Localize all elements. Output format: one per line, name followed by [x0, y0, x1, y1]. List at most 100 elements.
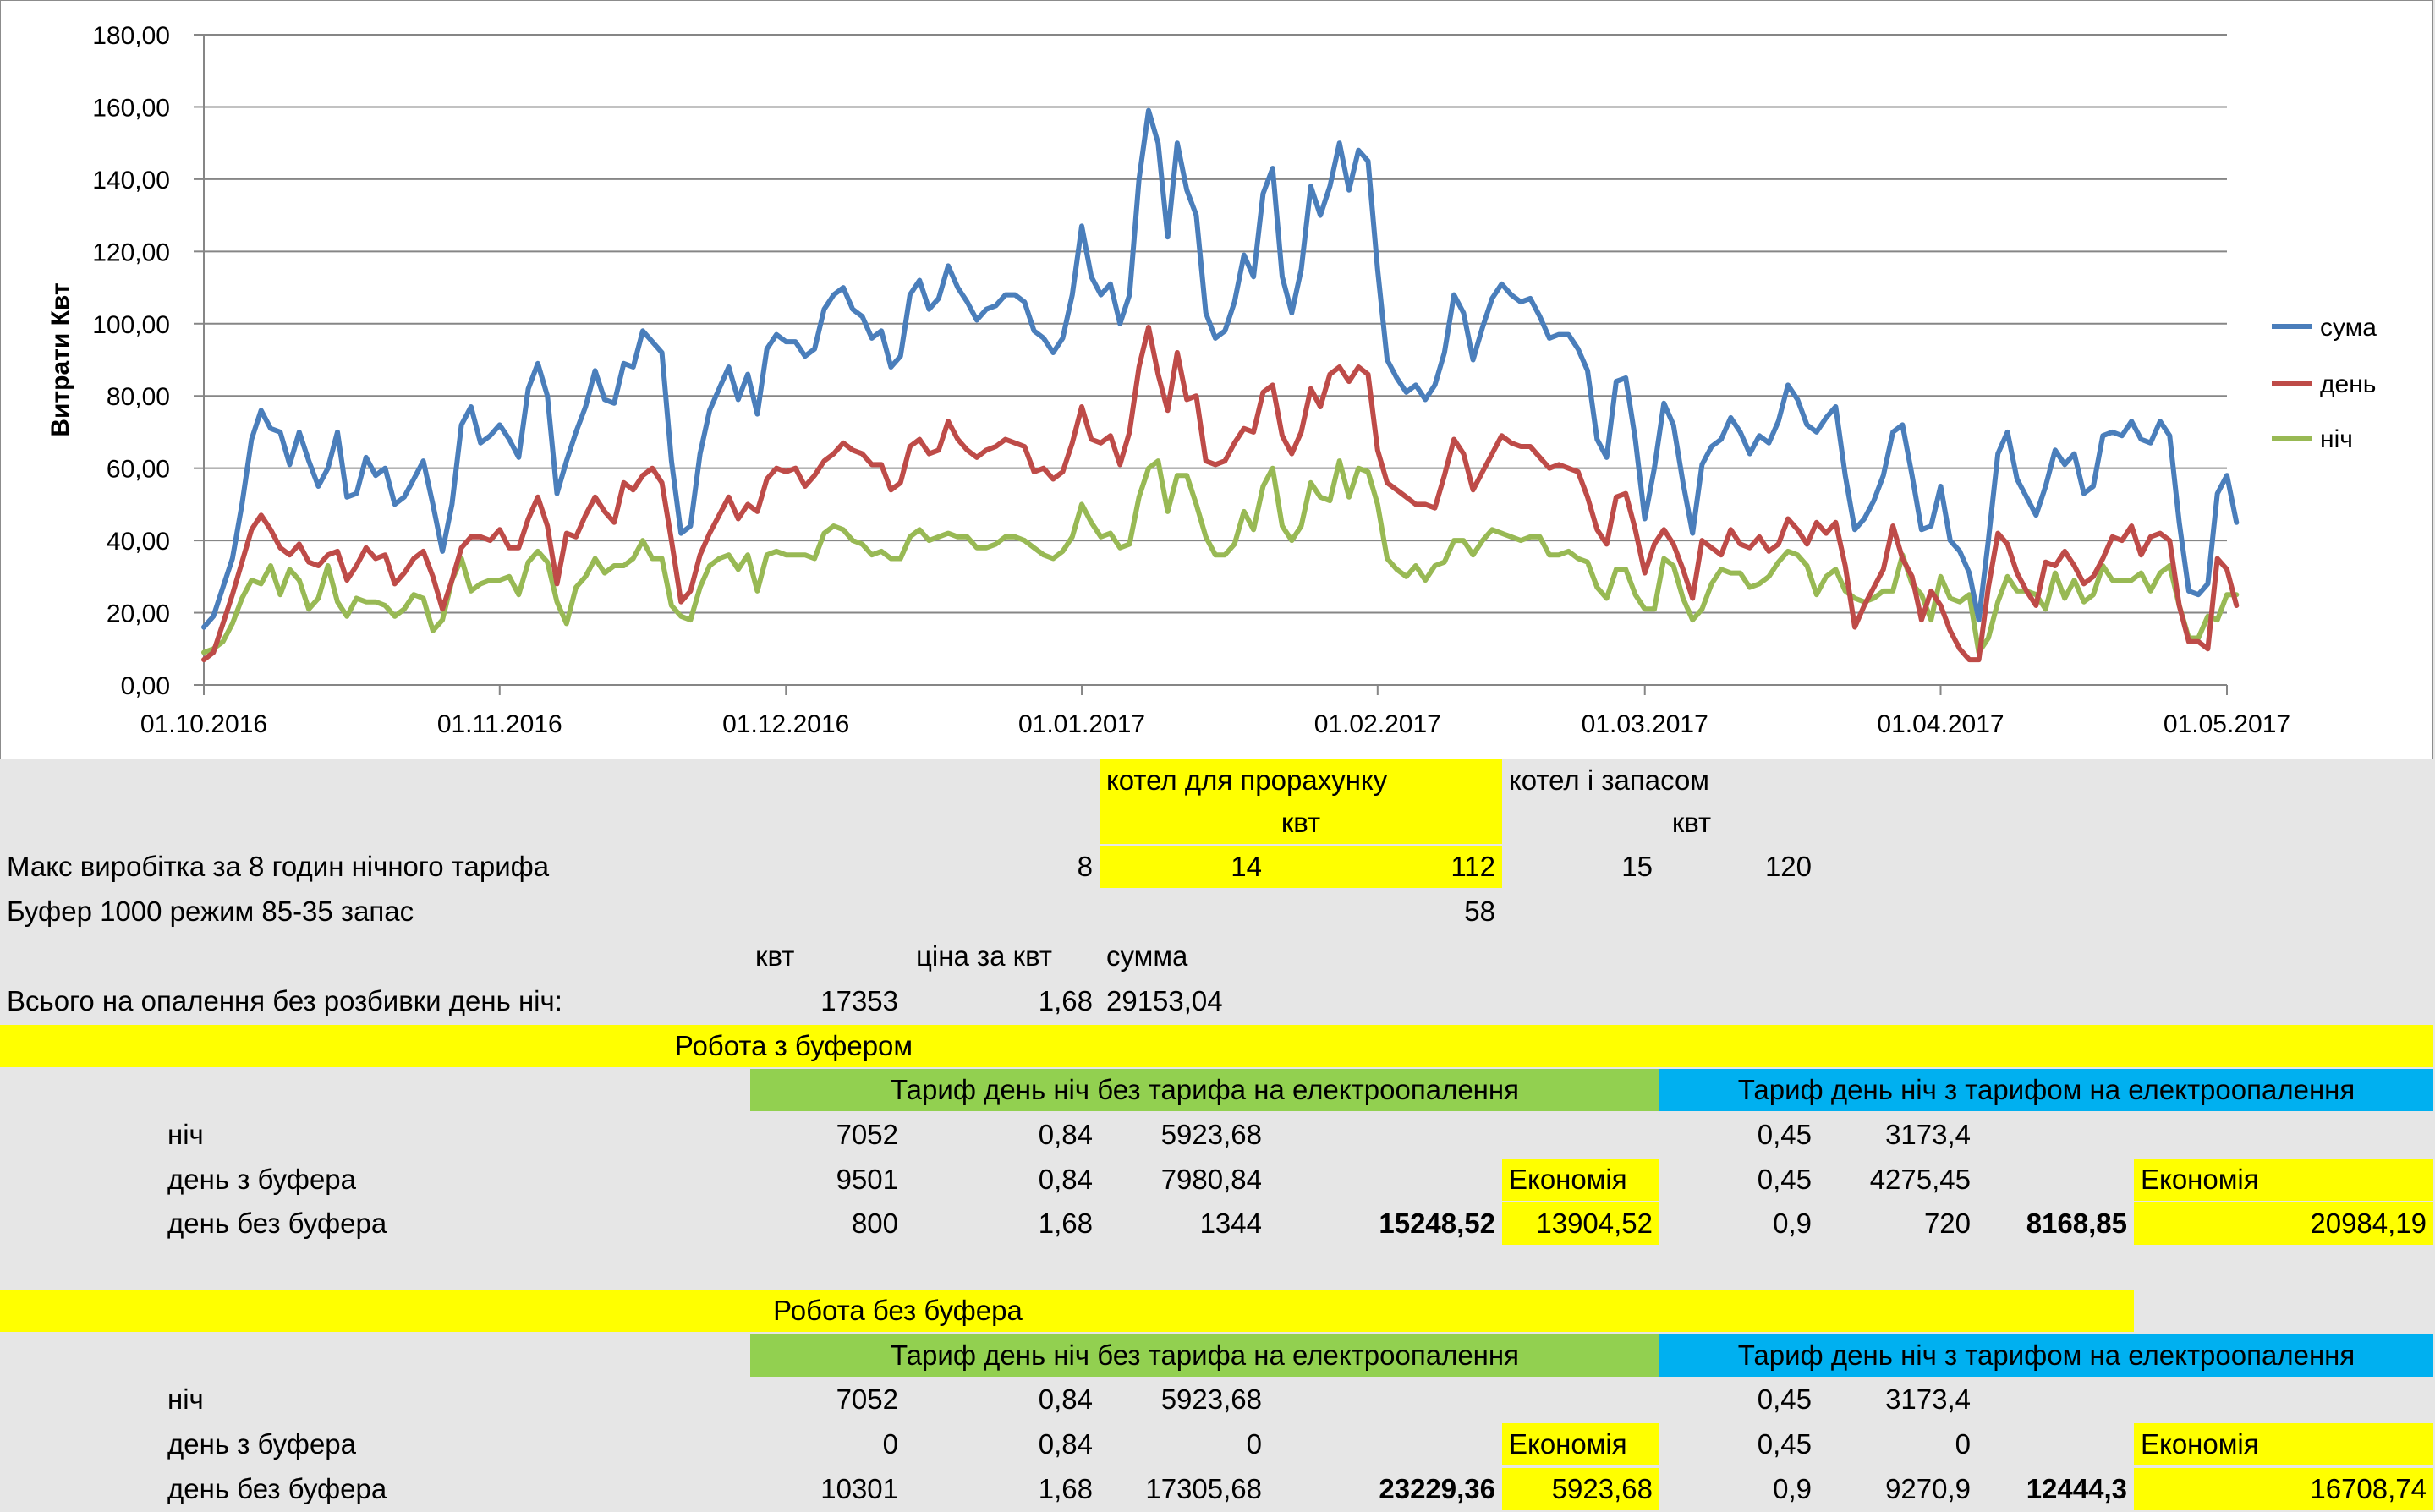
max-row-kotel-kvt[interactable]: 14 [1100, 846, 1269, 888]
with-buffer-row-1-econ-b[interactable]: Економія [2134, 1159, 2433, 1201]
without-buffer-row-1-price[interactable]: 0,84 [1038, 1428, 1093, 1460]
series-line-1 [201, 325, 2240, 663]
with-buffer-row-2-price[interactable]: 1,68 [1038, 1208, 1093, 1239]
with-buffer-row-2-price-b[interactable]: 0,9 [1773, 1208, 1812, 1239]
with-buffer-row-0-label[interactable]: ніч [167, 1119, 204, 1150]
with-buffer-row-2-econ-a[interactable]: 13904,52 [1502, 1202, 1659, 1245]
y-tick-label: 20,00 [107, 600, 170, 628]
with-buffer-tariff-b[interactable]: Тариф день ніч з тарифом на електроопале… [1659, 1069, 2433, 1111]
x-tick-label: 01.01.2017 [1018, 710, 1145, 738]
without-buffer-row-2-price-b[interactable]: 0,9 [1773, 1473, 1812, 1504]
without-buffer-row-0-sum[interactable]: 5923,68 [1160, 1383, 1262, 1415]
y-tick-label: 100,00 [92, 311, 170, 339]
with-buffer-row-0-price[interactable]: 0,84 [1038, 1119, 1093, 1150]
without-buffer-row-1-label[interactable]: день з буфера [167, 1428, 357, 1460]
without-buffer-row-2-label[interactable]: день без буфера [167, 1473, 387, 1504]
with-buffer-row-0-econ-b[interactable] [2134, 1114, 2433, 1156]
without-buffer-row-1-price-b[interactable]: 0,45 [1757, 1428, 1812, 1460]
y-tick-label: 40,00 [107, 528, 170, 556]
total-row-sum[interactable]: 29153,04 [1106, 985, 1223, 1016]
with-buffer-row-1-sum-b[interactable]: 4275,45 [1869, 1164, 1971, 1195]
series-line-2 [201, 458, 2240, 655]
with-buffer-row-1-price-b[interactable]: 0,45 [1757, 1164, 1812, 1195]
without-buffer-row-0-econ-a[interactable] [1502, 1378, 1659, 1421]
header-kvt-reserve[interactable]: квт [1671, 807, 1712, 838]
without-buffer-row-1-sum[interactable]: 0 [1246, 1428, 1262, 1460]
without-buffer-tariff-b[interactable]: Тариф день ніч з тарифом на електроопале… [1659, 1334, 2433, 1377]
without-buffer-row-1-total[interactable] [1269, 1423, 1502, 1465]
with-buffer-tariff-a[interactable]: Тариф день ніч без тарифа на електроопал… [750, 1069, 1659, 1111]
with-buffer-row-0-econ-a[interactable] [1502, 1114, 1659, 1156]
with-buffer-row-1-label[interactable]: день з буфера [167, 1164, 357, 1195]
col-head-sum[interactable]: сумма [1106, 940, 1188, 972]
without-buffer-row-0-price[interactable]: 0,84 [1038, 1383, 1093, 1415]
max-row-label[interactable]: Макс виробітка за 8 годин нічного тарифа [7, 851, 550, 882]
without-buffer-row-0-sum-b[interactable]: 3173,4 [1885, 1383, 1971, 1415]
without-buffer-row-2-econ-b[interactable]: 16708,74 [2134, 1468, 2433, 1510]
y-tick-label: 80,00 [107, 383, 170, 411]
without-buffer-row-1-total-b[interactable] [1977, 1423, 2134, 1465]
x-tick-label: 01.04.2017 [1877, 710, 2004, 738]
x-tick-label: 01.10.2016 [140, 710, 267, 738]
with-buffer-row-2-econ-b[interactable]: 20984,19 [2134, 1202, 2433, 1245]
total-row-kvt[interactable]: 17353 [820, 985, 898, 1016]
header-kotel-calc[interactable]: котел для прорахунку [1100, 759, 1502, 802]
without-buffer-row-2-econ-a[interactable]: 5923,68 [1502, 1468, 1659, 1510]
with-buffer-row-0-sum-b[interactable]: 3173,4 [1885, 1119, 1971, 1150]
total-row-label[interactable]: Всього на опалення без розбивки день ніч… [7, 985, 562, 1016]
without-buffer-row-0-kvt[interactable]: 7052 [836, 1383, 898, 1415]
total-row-price[interactable]: 1,68 [1038, 985, 1093, 1016]
with-buffer-row-1-total-b[interactable] [1977, 1159, 2134, 1201]
y-tick-label: 140,00 [92, 167, 170, 194]
max-row-reserve-kvt[interactable]: 15 [1621, 851, 1653, 882]
col-head-price[interactable]: ціна за квт [916, 940, 1052, 972]
buffer-row-value[interactable]: 58 [1464, 896, 1495, 927]
without-buffer-row-2-price[interactable]: 1,68 [1038, 1473, 1093, 1504]
without-buffer-row-1-econ-b[interactable]: Економія [2134, 1423, 2433, 1465]
x-tick-label: 01.12.2016 [722, 710, 849, 738]
without-buffer-tariff-a[interactable]: Тариф день ніч без тарифа на електроопал… [750, 1334, 1659, 1377]
y-tick-label: 120,00 [92, 238, 170, 266]
max-row-hours[interactable]: 8 [1077, 851, 1093, 882]
with-buffer-row-2-sum[interactable]: 1344 [1199, 1208, 1262, 1239]
max-row-reserve-total[interactable]: 120 [1764, 851, 1812, 882]
without-buffer-row-2-total[interactable]: 23229,36 [1379, 1473, 1495, 1504]
with-buffer-row-0-price-b[interactable]: 0,45 [1757, 1119, 1812, 1150]
x-tick-label: 01.05.2017 [2164, 710, 2290, 738]
with-buffer-row-1-sum[interactable]: 7980,84 [1160, 1164, 1262, 1195]
without-buffer-row-0-econ-b[interactable] [2134, 1378, 2433, 1421]
with-buffer-row-2-total-b[interactable]: 8168,85 [2026, 1208, 2127, 1239]
with-buffer-row-2-total[interactable]: 15248,52 [1379, 1208, 1495, 1239]
without-buffer-row-0-total[interactable] [1269, 1378, 1502, 1421]
header-kvt-calc[interactable]: квт [1100, 802, 1502, 844]
without-buffer-row-1-sum-b[interactable]: 0 [1955, 1428, 1971, 1460]
with-buffer-row-1-kvt[interactable]: 9501 [836, 1164, 898, 1195]
without-buffer-row-1-econ-a[interactable]: Економія [1502, 1423, 1659, 1465]
header-kotel-reserve[interactable]: котел і запасом [1509, 764, 1709, 796]
with-buffer-row-1-total[interactable] [1269, 1159, 1502, 1201]
with-buffer-row-2-label[interactable]: день без буфера [167, 1208, 387, 1239]
max-row-kotel-total[interactable]: 112 [1269, 846, 1502, 888]
without-buffer-row-0-total-b[interactable] [1977, 1378, 2134, 1421]
with-buffer-row-0-total-b[interactable] [1977, 1114, 2134, 1156]
without-buffer-row-2-kvt[interactable]: 10301 [820, 1473, 898, 1504]
with-buffer-row-0-kvt[interactable]: 7052 [836, 1119, 898, 1150]
without-buffer-row-2-sum-b[interactable]: 9270,9 [1885, 1473, 1971, 1504]
without-buffer-row-1-kvt[interactable]: 0 [882, 1428, 898, 1460]
buffer-row-label[interactable]: Буфер 1000 режим 85-35 запас [7, 896, 414, 927]
with-buffer-row-1-price[interactable]: 0,84 [1038, 1164, 1093, 1195]
without-buffer-row-0-price-b[interactable]: 0,45 [1757, 1383, 1812, 1415]
with-buffer-row-2-sum-b[interactable]: 720 [1923, 1208, 1971, 1239]
without-buffer-row-2-total-b[interactable]: 12444,3 [2026, 1473, 2127, 1504]
line-chart[interactable]: 0,00 20,00 40,00 60,00 80,00 100,00 120,00 140,… [0, 0, 2433, 759]
legend-label-0: сума [2320, 314, 2377, 342]
with-buffer-row-0-total[interactable] [1269, 1114, 1502, 1156]
without-buffer-row-0-label[interactable]: ніч [167, 1383, 204, 1415]
with-buffer-row-1-econ-a[interactable]: Економія [1502, 1159, 1659, 1201]
col-head-kvt[interactable]: квт [755, 940, 795, 972]
with-buffer-row-0-sum[interactable]: 5923,68 [1160, 1119, 1262, 1150]
section-without-buffer-title[interactable]: Робота без буфера [0, 1290, 2134, 1332]
section-with-buffer-title[interactable]: Робота з буфером [0, 1025, 2433, 1067]
without-buffer-row-2-sum[interactable]: 17305,68 [1145, 1473, 1262, 1504]
with-buffer-row-2-kvt[interactable]: 800 [851, 1208, 898, 1239]
